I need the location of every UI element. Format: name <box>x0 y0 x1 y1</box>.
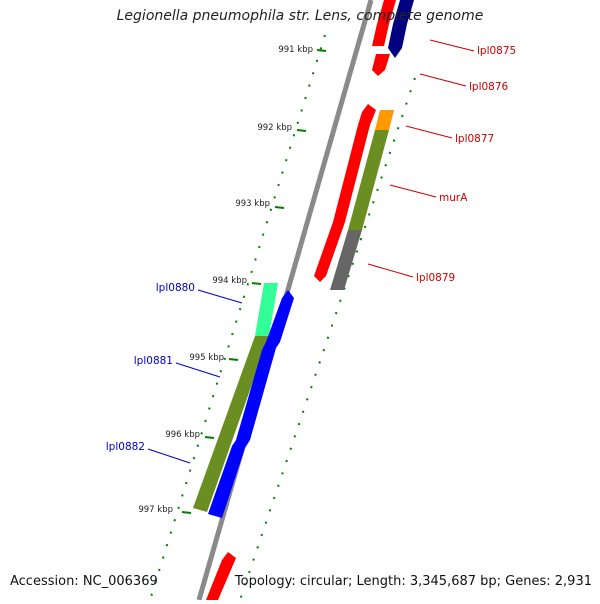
label-murA[interactable]: murA <box>439 192 468 204</box>
label-lpl0879[interactable]: lpl0879 <box>416 272 455 284</box>
leader-murA <box>389 184 437 198</box>
leader-lpl0875 <box>429 39 475 52</box>
leader-lpl0881 <box>175 362 221 378</box>
gene-lpl0877-body[interactable] <box>333 125 370 222</box>
gene-lpl0881-olive[interactable] <box>193 336 269 512</box>
gene-lpl0877-head[interactable] <box>358 104 376 125</box>
gene-lpl0875-red-2[interactable] <box>372 24 389 46</box>
gene-lpl0881-blue[interactable] <box>236 342 280 440</box>
gene-lpl0879-gray[interactable] <box>330 230 362 290</box>
gene-lpl0876-red[interactable] <box>372 54 390 76</box>
tick-label-994: 994 kbp <box>212 276 247 286</box>
tick-label-997: 997 kbp <box>138 505 173 515</box>
gene-lpl0882-blue[interactable] <box>208 440 250 518</box>
gene-murA-olive[interactable] <box>348 130 389 230</box>
tick-label-993: 993 kbp <box>235 199 270 209</box>
tick-mark-993 <box>274 206 285 209</box>
leader-lpl0879 <box>367 263 414 278</box>
label-lpl0882[interactable]: lpl0882 <box>106 441 145 453</box>
leader-lpl0882 <box>147 448 191 464</box>
topology-text: Topology: circular; Length: 3,345,687 bp… <box>234 574 592 589</box>
tick-mark-995 <box>228 358 239 361</box>
tick-mark-992 <box>296 129 307 132</box>
leader-lpl0880 <box>197 289 243 304</box>
gene-murA-orange[interactable] <box>375 110 394 130</box>
label-lpl0877[interactable]: lpl0877 <box>455 133 494 145</box>
tick-mark-991 <box>316 49 327 52</box>
gene-lpl0876-navy[interactable] <box>388 24 407 58</box>
map-title: Legionella pneumophila str. Lens, comple… <box>116 8 484 24</box>
label-lpl0876[interactable]: lpl0876 <box>469 81 509 93</box>
gene-lpl0880-blue[interactable] <box>266 290 294 342</box>
tick-label-992: 992 kbp <box>257 123 292 133</box>
gene-lpl0880-teal[interactable] <box>255 283 278 336</box>
tick-mark-994 <box>251 282 262 285</box>
tick-mark-996 <box>204 436 215 439</box>
tick-label-995: 995 kbp <box>189 353 224 363</box>
accession-text: Accession: NC_006369 <box>10 574 158 589</box>
tick-label-996: 996 kbp <box>165 430 200 440</box>
leader-lpl0876 <box>419 73 467 87</box>
label-lpl0881[interactable]: lpl0881 <box>134 355 173 367</box>
leader-lpl0877 <box>405 125 453 139</box>
label-lpl0880[interactable]: lpl0880 <box>156 282 195 294</box>
tick-mark-997 <box>181 511 192 514</box>
gene-bottom-red[interactable] <box>206 552 236 600</box>
inner-dotted-track <box>149 34 326 601</box>
label-lpl0875[interactable]: lpl0875 <box>477 45 516 57</box>
gene-lpl0875-red[interactable] <box>377 0 396 24</box>
gene-lpl0877-tail[interactable] <box>314 222 345 282</box>
gene-lpl0875-navy[interactable] <box>393 0 414 24</box>
tick-label-991: 991 kbp <box>278 45 313 55</box>
outer-dotted-track <box>239 77 416 601</box>
